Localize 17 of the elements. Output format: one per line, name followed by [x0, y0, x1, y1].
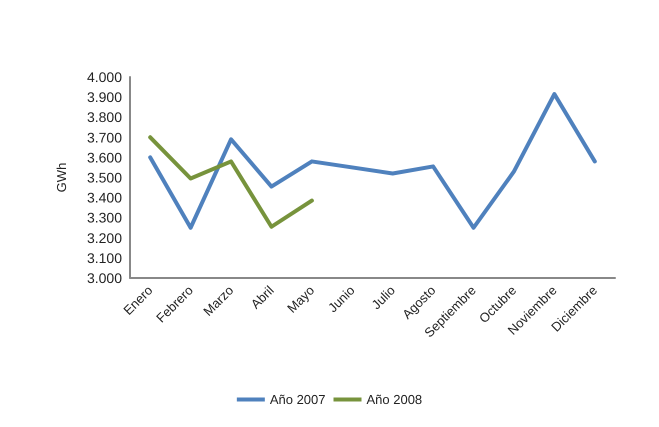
y-tick-label: 3.600: [86, 149, 122, 166]
line-series: [148, 135, 314, 229]
y-tick-label: 3.700: [86, 129, 122, 146]
y-tick-label: 3.300: [86, 210, 122, 226]
y-tick-label: 3.000: [86, 270, 122, 286]
y-tick-label: 3.200: [86, 230, 122, 246]
y-tick-label: 3.400: [86, 190, 122, 206]
y-axis-title: GWh: [54, 162, 69, 192]
line-series: [148, 92, 597, 230]
y-tick-label: 4.000: [86, 69, 122, 85]
y-tick-label: 3.800: [86, 109, 122, 126]
legend-label: Año 2008: [366, 392, 422, 407]
legend-label: Año 2007: [270, 392, 326, 407]
y-tick-label: 3.500: [86, 170, 122, 186]
y-tick-label: 3.100: [86, 250, 122, 266]
y-tick-label: 3.900: [86, 89, 122, 106]
x-tick-label: Julio: [368, 282, 398, 312]
